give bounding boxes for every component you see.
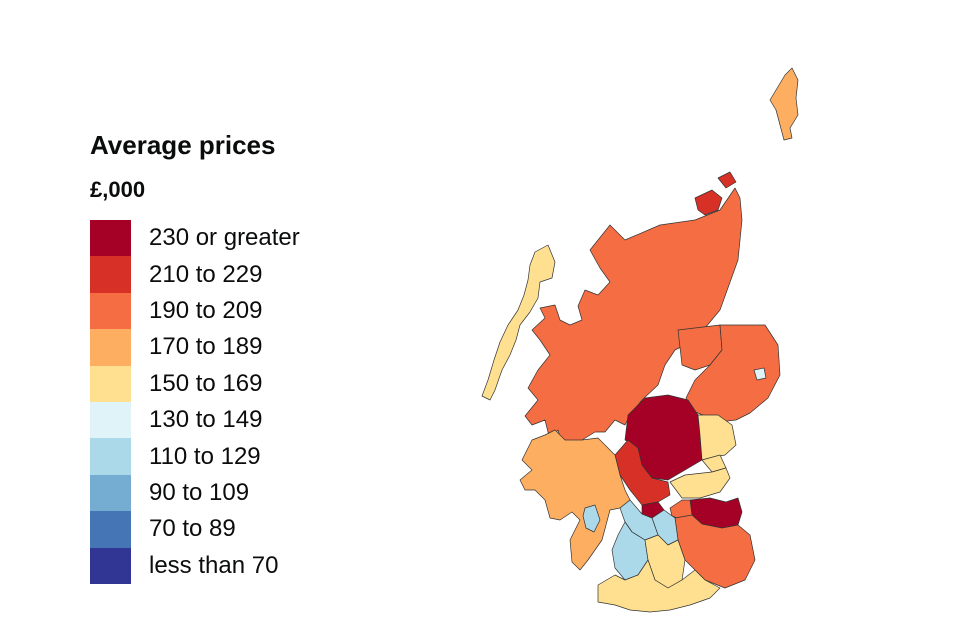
legend-item: 170 to 189 <box>90 329 390 366</box>
legend-label: 150 to 169 <box>149 369 263 397</box>
legend-swatch <box>90 401 131 439</box>
scotland-choropleth-map <box>481 67 799 613</box>
region-orkney <box>694 189 723 216</box>
region-western-isles <box>481 244 556 401</box>
legend-item: 90 to 109 <box>90 474 390 512</box>
legend-item: less than 70 <box>90 547 390 584</box>
legend-unit: £,000 <box>90 177 146 202</box>
legend-swatch <box>90 292 131 330</box>
legend-swatch <box>90 474 131 512</box>
legend-swatch <box>90 329 131 366</box>
region-shetland <box>769 67 799 141</box>
legend-label: 230 or greater <box>149 224 300 252</box>
map-legend: Average prices £,000 230 or greater 210 t… <box>90 128 390 584</box>
legend-swatch <box>90 256 131 293</box>
region-fife <box>669 467 731 499</box>
legend-swatch <box>90 220 131 257</box>
legend-label: 110 to 129 <box>149 442 261 470</box>
legend-item: 210 to 229 <box>90 256 390 293</box>
legend-label: less than 70 <box>149 551 279 579</box>
legend-item: 150 to 169 <box>90 365 390 402</box>
legend-list: 230 or greater 210 to 229 190 to 209 170 to… <box>90 220 390 584</box>
legend-swatch <box>90 511 131 548</box>
legend-item: 190 to 209 <box>90 292 390 330</box>
region-dumfries-galloway <box>597 559 721 613</box>
legend-swatch <box>90 365 131 402</box>
legend-item: 230 or greater <box>90 220 390 257</box>
legend-swatch <box>90 547 131 584</box>
legend-label: 190 to 209 <box>149 296 263 324</box>
legend-item: 70 to 89 <box>90 511 390 548</box>
legend-label: 210 to 229 <box>149 260 263 288</box>
legend-item: 110 to 129 <box>90 438 390 475</box>
region-stirling <box>614 439 671 506</box>
legend-item: 130 to 149 <box>90 401 390 439</box>
legend-label: 130 to 149 <box>149 406 263 434</box>
legend-title: Average prices <box>90 130 276 160</box>
region-orkney-north <box>717 171 737 189</box>
legend-swatch <box>90 438 131 475</box>
region-angus <box>697 414 737 461</box>
legend-label: 90 to 109 <box>149 478 250 506</box>
legend-label: 70 to 89 <box>149 515 236 543</box>
region-aberdeen-city <box>753 367 767 381</box>
region-argyll-bute <box>519 429 631 571</box>
region-arran <box>582 504 601 533</box>
legend-label: 170 to 189 <box>149 333 263 361</box>
